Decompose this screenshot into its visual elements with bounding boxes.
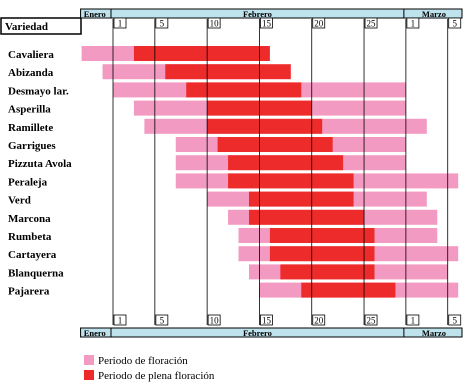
- bar-plena-floracion: [186, 82, 302, 98]
- variety-label: Garrigues: [8, 140, 56, 152]
- top-tick-label: 15: [262, 19, 272, 29]
- variety-label: Pizzuta Avola: [8, 158, 72, 170]
- bar-plena-floracion: [207, 118, 323, 134]
- bar-plena-floracion: [217, 137, 333, 152]
- bottom-label-marzo: Marzo: [422, 328, 446, 338]
- top-tick-box: [260, 17, 273, 29]
- variety-label: Abizanda: [8, 67, 54, 79]
- variety-label: Blanquerna: [8, 267, 64, 279]
- bottom-tick-label: 1: [118, 316, 123, 326]
- bottom-tick-box: [406, 314, 420, 326]
- top-label-enero: Enero: [84, 9, 106, 19]
- bottom-tick-label: 10: [210, 316, 220, 326]
- variedad-header-label: Variedad: [5, 21, 48, 33]
- bottom-tick-label: 5: [452, 316, 457, 326]
- bar-plena-floracion: [228, 155, 344, 171]
- bottom-tick-box: [364, 314, 378, 326]
- bar-plena-floracion: [269, 246, 375, 262]
- top-tick-box: [406, 17, 420, 29]
- top-tick-label: 1: [118, 19, 123, 29]
- bottom-tick-box: [312, 314, 326, 326]
- bottom-tick-label: 15: [262, 316, 272, 326]
- legend-label-floracion: Periodo de floración: [98, 355, 188, 367]
- variety-label: Rumbeta: [8, 231, 52, 243]
- bar-plena-floracion: [280, 264, 375, 280]
- variety-label: Cartayera: [8, 249, 57, 261]
- bar-plena-floracion: [228, 173, 354, 189]
- bottom-tick-box: [448, 314, 462, 326]
- bar-plena-floracion: [248, 191, 354, 207]
- variety-label: Peraleja: [8, 176, 48, 188]
- legend-item-plena-floracion: Periodo de plena floración: [84, 370, 214, 382]
- legend-swatch-plena-floracion: [84, 370, 94, 380]
- top-tick-label: 5: [452, 19, 457, 29]
- bottom-tick-label: 5: [160, 316, 165, 326]
- variety-label: Cavaliera: [8, 49, 54, 61]
- bottom-tick-box: [260, 314, 273, 326]
- top-tick-box: [312, 17, 326, 29]
- bar-plena-floracion: [165, 64, 291, 80]
- bottom-label-febrero: Febrero: [243, 328, 272, 338]
- top-tick-label: 25: [367, 19, 377, 29]
- top-tick-label: 5: [160, 19, 165, 29]
- top-tick-label: 1: [411, 19, 416, 29]
- top-tick-box: [448, 17, 462, 29]
- top-label-febrero: Febrero: [243, 9, 272, 19]
- bottom-tick-box: [207, 314, 221, 326]
- bottom-tick-label: 1: [411, 316, 416, 326]
- bar-plena-floracion: [301, 282, 396, 298]
- bottom-month-bar: [80, 327, 463, 338]
- variety-label: Desmayo lar.: [8, 85, 69, 97]
- legend-item-floracion: Periodo de floración: [84, 355, 188, 367]
- variety-label: Marcona: [8, 213, 51, 225]
- bar-plena-floracion: [269, 228, 375, 243]
- top-label-marzo: Marzo: [422, 9, 446, 19]
- variety-label: Verd: [8, 195, 31, 207]
- top-tick-box: [155, 17, 169, 29]
- legend-label-plena-floracion: Periodo de plena floración: [98, 370, 215, 382]
- bottom-tick-label: 25: [367, 316, 377, 326]
- legend-swatch-floracion: [84, 355, 94, 365]
- variety-label: Asperilla: [8, 104, 51, 116]
- bottom-tick-box: [155, 314, 169, 326]
- top-tick-label: 10: [210, 19, 220, 29]
- top-tick-box: [207, 17, 221, 29]
- top-tick-label: 20: [314, 19, 324, 29]
- variety-label: Pajarera: [8, 286, 50, 298]
- top-tick-box: [364, 17, 378, 29]
- variety-label: Ramillete: [8, 122, 53, 134]
- bottom-tick-label: 20: [314, 316, 324, 326]
- bar-plena-floracion: [133, 46, 270, 61]
- variedad-header-box: [0, 17, 82, 35]
- bottom-tick-box: [113, 314, 127, 326]
- top-tick-box: [113, 17, 127, 29]
- bar-plena-floracion: [248, 209, 365, 225]
- bottom-label-enero: Enero: [84, 328, 106, 338]
